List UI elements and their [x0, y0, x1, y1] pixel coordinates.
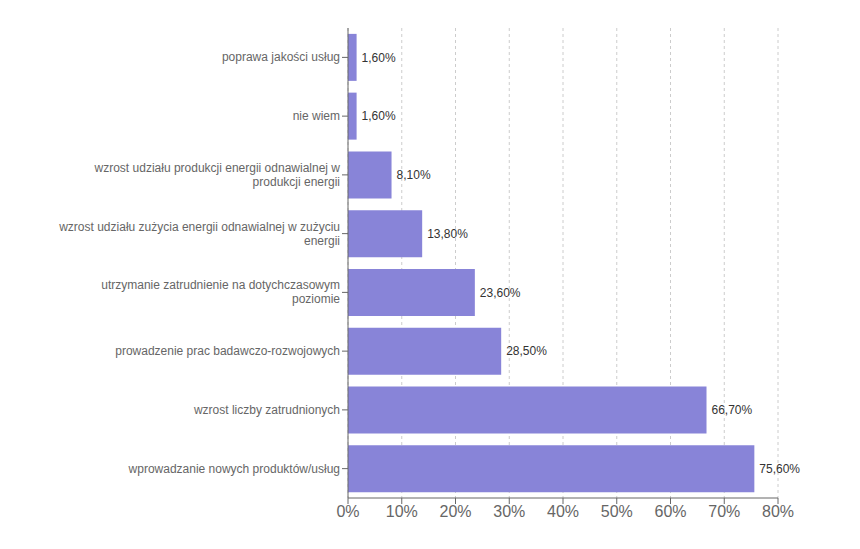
svg-text:wprowadzanie nowych produktów/: wprowadzanie nowych produktów/usług — [128, 462, 340, 476]
svg-text:1,60%: 1,60% — [362, 109, 396, 123]
svg-text:28,50%: 28,50% — [506, 344, 547, 358]
svg-text:80%: 80% — [762, 503, 794, 520]
svg-text:wzrost udziału produkcji energ: wzrost udziału produkcji energii odnawia… — [94, 161, 341, 189]
svg-text:75,60%: 75,60% — [759, 462, 800, 476]
svg-text:23,60%: 23,60% — [480, 286, 521, 300]
svg-text:20%: 20% — [439, 503, 471, 520]
svg-text:prowadzenie prac badawczo-rozw: prowadzenie prac badawczo-rozwojowych — [115, 344, 340, 358]
svg-text:8,10%: 8,10% — [397, 168, 431, 182]
svg-text:wzrost udziału zużycia energii: wzrost udziału zużycia energii odnawialn… — [58, 220, 340, 248]
svg-text:0%: 0% — [336, 503, 359, 520]
svg-text:60%: 60% — [654, 503, 686, 520]
svg-text:40%: 40% — [547, 503, 579, 520]
svg-text:1,60%: 1,60% — [362, 51, 396, 65]
svg-text:66,70%: 66,70% — [712, 403, 753, 417]
svg-text:poprawa jakości usług: poprawa jakości usług — [222, 50, 340, 64]
svg-text:30%: 30% — [493, 503, 525, 520]
svg-text:10%: 10% — [386, 503, 418, 520]
svg-text:70%: 70% — [708, 503, 740, 520]
svg-text:wzrost liczby zatrudnionych: wzrost liczby zatrudnionych — [193, 403, 340, 417]
svg-text:utrzymanie zatrudnienie na dot: utrzymanie zatrudnienie na dotychczasowy… — [101, 278, 340, 306]
svg-text:50%: 50% — [601, 503, 633, 520]
svg-text:13,80%: 13,80% — [427, 227, 468, 241]
svg-text:nie wiem: nie wiem — [293, 109, 340, 123]
